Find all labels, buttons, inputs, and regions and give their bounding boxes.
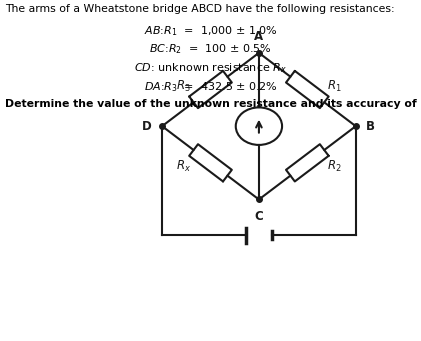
- Text: The arms of a Wheatstone bridge ABCD have the following resistances:: The arms of a Wheatstone bridge ABCD hav…: [5, 4, 394, 14]
- Text: A: A: [254, 30, 264, 43]
- Text: $R_x$: $R_x$: [176, 159, 191, 174]
- Text: B: B: [366, 120, 375, 133]
- Text: $R_3$: $R_3$: [176, 78, 190, 94]
- Text: $\mathit{CD}$$\colon$ unknown resistance $R_x$: $\mathit{CD}$$\colon$ unknown resistance…: [134, 61, 287, 75]
- Text: $R_1$: $R_1$: [328, 78, 342, 94]
- Text: Determine the value of the unknown resistance and its accuracy of measurement.: Determine the value of the unknown resis…: [5, 99, 421, 109]
- Text: $R_2$: $R_2$: [328, 159, 342, 174]
- Text: D: D: [142, 120, 152, 133]
- Text: $\mathit{AB}$$\colon R_1$  =  1,000 ± 1.0%: $\mathit{AB}$$\colon R_1$ = 1,000 ± 1.0%: [144, 24, 277, 38]
- Text: $\mathit{BC}$$\colon R_2$  =  100 ± 0.5%: $\mathit{BC}$$\colon R_2$ = 100 ± 0.5%: [149, 43, 272, 56]
- Text: C: C: [255, 210, 263, 223]
- Text: $\mathit{DA}$$\colon R_3$  =  432.5 ± 0.2%: $\mathit{DA}$$\colon R_3$ = 432.5 ± 0.2%: [144, 80, 277, 94]
